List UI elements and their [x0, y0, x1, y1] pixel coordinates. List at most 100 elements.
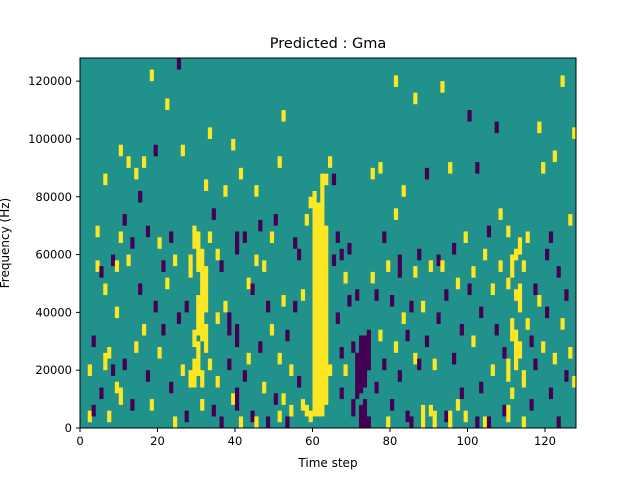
heatmap-cell-low — [405, 329, 410, 342]
heatmap-cell-high — [200, 399, 205, 411]
heatmap-cell-high — [196, 295, 201, 336]
heatmap-cell-high — [95, 260, 100, 272]
heatmap-cell-high — [393, 208, 399, 220]
y-tick-label: 40000 — [35, 305, 72, 319]
heatmap-cell-low — [366, 416, 371, 428]
heatmap-cell-low — [479, 381, 484, 394]
heatmap-cell-low — [556, 416, 561, 428]
heatmap-cell-high — [204, 179, 209, 191]
heatmap-cell-high — [223, 300, 228, 313]
heatmap-cell-high — [149, 69, 154, 82]
heatmap-cell-high — [552, 352, 557, 365]
heatmap-cell-high — [440, 260, 445, 272]
heatmap-cell-high — [440, 81, 445, 93]
heatmap-cell-low — [452, 352, 457, 365]
heatmap-cell-high — [498, 260, 503, 272]
heatmap-cell-high — [157, 237, 162, 249]
heatmap-cell-low — [184, 410, 189, 423]
heatmap-cell-high — [157, 347, 162, 359]
heatmap-cell-low — [417, 248, 422, 261]
heatmap-cell-low — [486, 416, 492, 428]
heatmap-cell-high — [490, 283, 495, 296]
heatmap-cell-low — [548, 231, 554, 243]
heatmap-cell-low — [486, 225, 492, 238]
heatmap-cell-low — [467, 110, 472, 122]
heatmap-cell-low — [502, 347, 507, 359]
heatmap-cell-low — [111, 254, 116, 267]
x-tick-label: 80 — [383, 434, 398, 448]
heatmap-cell-high — [300, 289, 306, 301]
x-tick-label: 100 — [457, 434, 479, 448]
heatmap-cell-high — [413, 352, 418, 365]
heatmap-cell-low — [242, 370, 247, 382]
heatmap-cell-high — [196, 231, 201, 272]
heatmap-cell-high — [568, 347, 573, 359]
heatmap-cell-high — [215, 375, 220, 388]
heatmap-cell-low — [436, 254, 441, 267]
heatmap-cell-high — [87, 364, 92, 376]
heatmap-cell-high — [118, 144, 123, 157]
heatmap-cell-high — [393, 341, 399, 353]
y-tick-label: 120000 — [28, 74, 72, 88]
heatmap-cell-high — [277, 410, 282, 423]
heatmap-cell-low — [355, 352, 360, 400]
heatmap-cell-high — [149, 399, 154, 411]
heatmap-cell-high — [238, 416, 244, 428]
heatmap-cell-low — [273, 393, 278, 405]
heatmap-cell-high — [370, 167, 375, 180]
heatmap-cell-high — [521, 416, 526, 428]
heatmap-cell-low — [424, 167, 430, 180]
heatmap-cell-low — [529, 335, 534, 348]
heatmap-cell-high — [269, 231, 275, 243]
heatmap-cell-high — [180, 364, 185, 376]
heatmap-cell-low — [359, 404, 364, 428]
y-tick-label: 100000 — [28, 132, 72, 146]
x-tick-label: 20 — [150, 434, 165, 448]
heatmap-cell-high — [378, 162, 383, 174]
heatmap-cell-high — [510, 318, 515, 342]
heatmap-cell-high — [114, 381, 120, 394]
heatmap-cells — [87, 58, 577, 428]
heatmap-cell-low — [397, 370, 402, 382]
heatmap-cell-high — [490, 364, 495, 376]
heatmap-cell-low — [459, 387, 464, 400]
heatmap-cell-high — [552, 150, 557, 163]
heatmap-cell-low — [382, 358, 387, 371]
heatmap-cell-high — [455, 277, 461, 290]
heatmap-cell-high — [262, 260, 267, 272]
heatmap-cell-low — [169, 381, 174, 394]
heatmap-cell-high — [165, 277, 170, 290]
heatmap-cell-high — [142, 156, 147, 168]
heatmap-cell-low — [153, 144, 158, 157]
heatmap-cell-high — [393, 75, 399, 87]
heatmap-cell-high — [215, 312, 220, 324]
heatmap-cell-low — [351, 341, 356, 353]
heatmap-cell-high — [126, 156, 131, 168]
heatmap-cell-low — [297, 375, 302, 388]
heatmap-cell-low — [475, 416, 480, 428]
heatmap-cell-high — [498, 208, 503, 220]
heatmap-cell-high — [262, 381, 267, 394]
x-tick-label: 60 — [305, 434, 320, 448]
heatmap-cell-high — [204, 266, 209, 313]
heatmap-cell-high — [231, 393, 236, 405]
heatmap-cell-low — [335, 312, 340, 324]
heatmap-cell-high — [103, 283, 108, 296]
heatmap-cell-high — [134, 341, 139, 353]
heatmap-cell-high — [281, 295, 286, 307]
heatmap-cell-high — [207, 358, 213, 371]
heatmap-cell-low — [533, 283, 538, 296]
heatmap-cell-high — [289, 404, 294, 417]
heatmap-cell-high — [308, 410, 313, 423]
heatmap-cell-high — [448, 162, 453, 174]
heatmap-cell-high — [246, 352, 251, 365]
heatmap-cell-low — [382, 231, 387, 243]
heatmap-cell-low — [91, 404, 96, 417]
heatmap-cell-high — [316, 202, 321, 417]
heatmap-cell-low — [235, 387, 240, 411]
heatmap-cell-low — [130, 399, 135, 411]
heatmap-cell-high — [506, 358, 511, 382]
heatmap-cell-low — [459, 323, 464, 336]
heatmap-cell-low — [347, 243, 352, 255]
heatmap-cell-high — [386, 260, 391, 272]
